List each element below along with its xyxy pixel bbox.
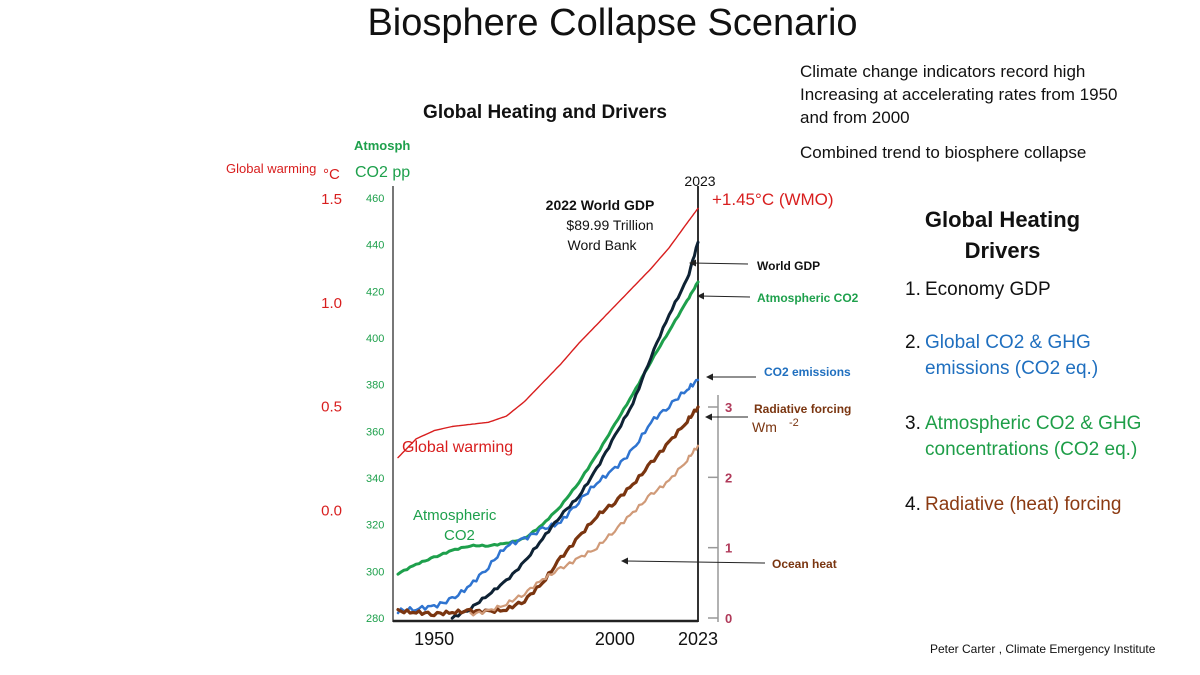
warming-axis-label: Global warming (226, 161, 316, 176)
chart-title: Global Heating and Drivers (423, 102, 667, 123)
warming-axis-unit: °C (323, 166, 340, 183)
co2-axis-unit: CO2 pp (355, 164, 410, 181)
co2-tick-4: 380 (366, 380, 384, 392)
co2-axis-label: Atmosph (354, 138, 410, 153)
co2-tick-9: 280 (366, 613, 384, 625)
series-layer (396, 207, 700, 620)
slide-title: Biosphere Collapse Scenario (367, 2, 858, 44)
driver-3-text-line-1: Atmospheric CO2 & GHG (925, 413, 1142, 434)
forcing-tick-2: 1 (725, 541, 732, 556)
co2-tick-5: 360 (366, 426, 384, 438)
co2-tick-3: 400 (366, 333, 384, 345)
warming-ticks: 1.5 1.0 0.5 0.0 (321, 191, 342, 520)
co2-curve-label-1: Atmospheric (413, 507, 497, 524)
forcing-tick-1: 2 (725, 470, 732, 485)
co2-atm-arrow (699, 295, 751, 298)
forcing-right-label: Radiative forcing (754, 402, 851, 416)
gdp-arrowhead (689, 259, 696, 267)
driver-3-text-line-2: concentrations (CO2 eq.) (925, 439, 1138, 460)
driver-2-text-line-2: emissions (CO2 eq.) (925, 358, 1099, 379)
note-line-3: and from 2000 (800, 108, 910, 127)
driver-1-number: 1. (905, 279, 921, 300)
gdp-right-label: World GDP (757, 259, 820, 273)
gdp-annotation-title: 2022 World GDP (546, 197, 655, 213)
credit: Peter Carter , Climate Emergency Institu… (930, 642, 1156, 656)
ocean-arrowhead (621, 557, 628, 565)
driver-1-text: Economy GDP (925, 279, 1051, 300)
drivers-title: Global Heating Drivers (890, 204, 1115, 266)
note-line-1: Climate change indicators record high (800, 62, 1086, 81)
x-tick-1: 2000 (595, 629, 635, 649)
co2-emis-arrowhead (706, 373, 713, 381)
note-line-2: Increasing at accelerating rates from 19… (800, 85, 1118, 104)
series-global-warming (397, 207, 699, 459)
co2-tick-7: 320 (366, 520, 384, 532)
ocean-arrow (623, 560, 766, 564)
driver-4-text: Radiative (heat) forcing (925, 494, 1122, 515)
co2-emis-right-label: CO2 emissions (764, 365, 851, 379)
co2-tick-6: 340 (366, 473, 384, 485)
forcing-tick-0: 3 (725, 400, 732, 415)
co2-ticks: 460 440 420 400 380 360 340 320 300 280 (366, 193, 384, 625)
co2-atm-arrowhead (697, 292, 704, 300)
wm-exponent: -2 (789, 417, 799, 429)
driver-4-number: 4. (905, 494, 921, 515)
forcing-tick-3: 0 (725, 611, 732, 626)
forcing-arrowhead (705, 413, 712, 421)
drivers-title-line-2: Drivers (964, 238, 1041, 263)
driver-2-text-line-1: Global CO2 & GHG (925, 332, 1091, 353)
gdp-annotation-value: $89.99 Trillion (566, 217, 653, 233)
forcing-ticks: 3 2 1 0 (708, 400, 732, 626)
co2-tick-0: 460 (366, 193, 384, 205)
right-labels: World GDP Atmospheric CO2 CO2 emissions … (621, 259, 859, 571)
x-tick-0: 1950 (414, 629, 454, 649)
warming-tick-1: 1.0 (321, 295, 342, 312)
driver-2-number: 2. (905, 332, 921, 353)
drivers-title-line-1: Global Heating (924, 207, 1081, 232)
x-tick-2: 2023 (678, 629, 718, 649)
ocean-right-label: Ocean heat (772, 557, 837, 571)
series-world-gdp (450, 240, 700, 620)
co2-atm-right-label: Atmospheric CO2 (757, 291, 859, 305)
warming-tick-0: 1.5 (321, 191, 342, 208)
gdp-annotation-source: Word Bank (568, 237, 638, 253)
driver-3-number: 3. (905, 413, 921, 434)
series-atmospheric-co2 (396, 280, 700, 576)
co2-tick-8: 300 (366, 566, 384, 578)
co2-tick-1: 440 (366, 240, 384, 252)
series-co2-emissions (396, 378, 700, 615)
top-year-label: 2023 (684, 173, 715, 189)
driver-4: 4. Radiative (heat) forcing (905, 492, 1121, 518)
wm-unit: Wm (752, 419, 777, 435)
note-line-4: Combined trend to biosphere collapse (800, 143, 1087, 162)
driver-2: 2. Global CO2 & GHG emissions (CO2 eq.) (905, 330, 1098, 382)
co2-curve-label-2: CO2 (444, 527, 475, 544)
driver-1: 1. Economy GDP (905, 277, 1051, 303)
wmo-annotation: +1.45°C (WMO) (712, 190, 834, 209)
driver-3: 3. Atmospheric CO2 & GHG concentrations (… (905, 411, 1141, 463)
warming-curve-label: Global warming (402, 439, 513, 456)
series-radiative-forcing (396, 405, 700, 618)
x-ticks: 1950 2000 2023 (414, 629, 718, 649)
warming-tick-3: 0.0 (321, 503, 342, 520)
warming-tick-2: 0.5 (321, 399, 342, 416)
co2-tick-2: 420 (366, 286, 384, 298)
series-ocean-heat (469, 444, 700, 617)
gdp-arrow (691, 262, 749, 265)
